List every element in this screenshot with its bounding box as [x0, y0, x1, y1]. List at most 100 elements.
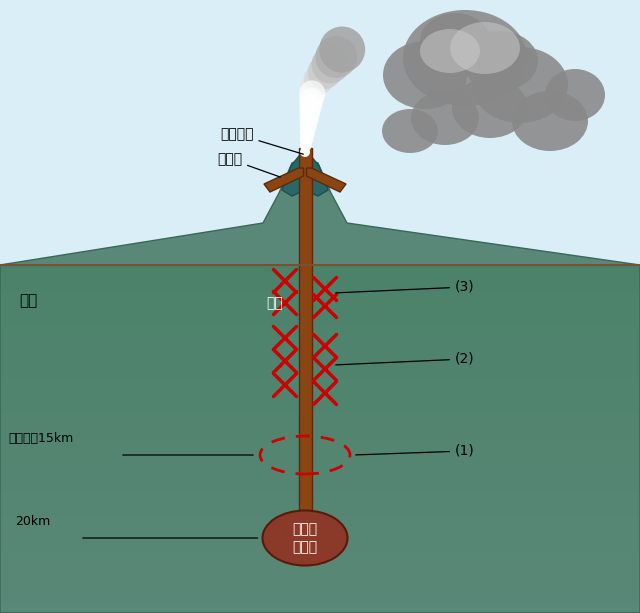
Bar — [0, 447, 640, 457]
Ellipse shape — [545, 69, 605, 121]
Bar — [0, 422, 640, 426]
Bar — [0, 491, 640, 500]
Bar — [0, 374, 640, 378]
Bar — [0, 308, 640, 313]
Bar — [0, 391, 640, 395]
Bar — [0, 500, 640, 509]
Bar — [0, 517, 640, 526]
Bar — [0, 273, 640, 278]
Ellipse shape — [420, 13, 490, 69]
Text: 20km: 20km — [15, 515, 51, 528]
Circle shape — [300, 132, 314, 146]
Bar — [0, 552, 640, 557]
Bar — [0, 291, 640, 295]
Bar — [0, 439, 640, 443]
Bar — [0, 265, 640, 269]
Bar — [0, 330, 640, 335]
Bar — [0, 482, 640, 491]
Text: 山頂火口: 山頂火口 — [220, 127, 303, 154]
Bar — [0, 304, 640, 308]
Bar — [0, 360, 640, 365]
Bar — [0, 447, 640, 452]
Bar — [0, 517, 640, 522]
Bar — [0, 383, 640, 387]
Bar — [0, 283, 640, 291]
Bar — [0, 322, 640, 326]
Bar — [0, 552, 640, 561]
Bar — [0, 370, 640, 378]
Bar — [0, 509, 640, 517]
Ellipse shape — [420, 29, 480, 73]
Bar — [0, 474, 640, 482]
Ellipse shape — [472, 47, 568, 123]
Bar — [0, 539, 640, 543]
Bar — [0, 457, 640, 465]
Bar — [0, 387, 640, 395]
Bar — [0, 443, 640, 447]
Polygon shape — [307, 168, 346, 192]
Text: (1): (1) — [356, 444, 475, 458]
Bar — [0, 335, 640, 343]
Ellipse shape — [462, 31, 538, 91]
Bar — [0, 561, 640, 569]
Circle shape — [300, 88, 324, 112]
Bar — [0, 526, 640, 530]
Bar — [0, 543, 640, 552]
Bar — [0, 491, 640, 495]
Bar — [0, 509, 640, 513]
Ellipse shape — [403, 10, 527, 106]
Bar — [0, 317, 640, 322]
Bar — [0, 609, 640, 613]
Circle shape — [304, 64, 334, 94]
Bar — [0, 587, 640, 592]
Bar — [0, 365, 640, 370]
Bar — [0, 430, 640, 439]
Bar — [0, 317, 640, 326]
Text: (3): (3) — [336, 280, 475, 294]
Ellipse shape — [452, 78, 528, 138]
Bar — [0, 395, 640, 400]
Bar — [0, 413, 640, 417]
Polygon shape — [282, 156, 328, 196]
Bar — [0, 465, 640, 470]
Bar — [0, 561, 640, 565]
Bar — [0, 604, 640, 609]
Bar — [0, 326, 640, 335]
Bar — [0, 352, 640, 356]
Bar — [0, 348, 640, 352]
Bar — [0, 587, 640, 596]
Bar — [0, 452, 640, 457]
Bar — [0, 465, 640, 474]
Circle shape — [300, 74, 326, 100]
Bar — [0, 283, 640, 287]
Bar — [0, 592, 640, 596]
Circle shape — [319, 26, 365, 72]
Bar — [0, 404, 640, 408]
Bar — [0, 557, 640, 561]
Bar — [0, 574, 640, 578]
Bar — [0, 604, 640, 613]
Circle shape — [300, 118, 317, 135]
Bar — [0, 291, 640, 300]
Bar — [0, 313, 640, 317]
Bar — [0, 478, 640, 482]
Bar — [0, 308, 640, 317]
Bar — [0, 413, 640, 422]
Bar — [0, 326, 640, 330]
Bar — [0, 582, 640, 587]
Bar — [0, 426, 640, 430]
Bar — [0, 400, 640, 404]
Bar — [0, 548, 640, 552]
Bar — [0, 500, 640, 504]
Bar — [0, 470, 640, 474]
Bar — [0, 522, 640, 526]
Text: 火道: 火道 — [267, 296, 284, 310]
Bar — [0, 360, 640, 370]
Bar — [0, 596, 640, 600]
Bar — [298, 148, 312, 563]
Bar — [0, 300, 640, 308]
Ellipse shape — [383, 41, 467, 109]
Ellipse shape — [450, 22, 520, 74]
Bar — [0, 408, 640, 413]
Bar — [0, 596, 640, 604]
